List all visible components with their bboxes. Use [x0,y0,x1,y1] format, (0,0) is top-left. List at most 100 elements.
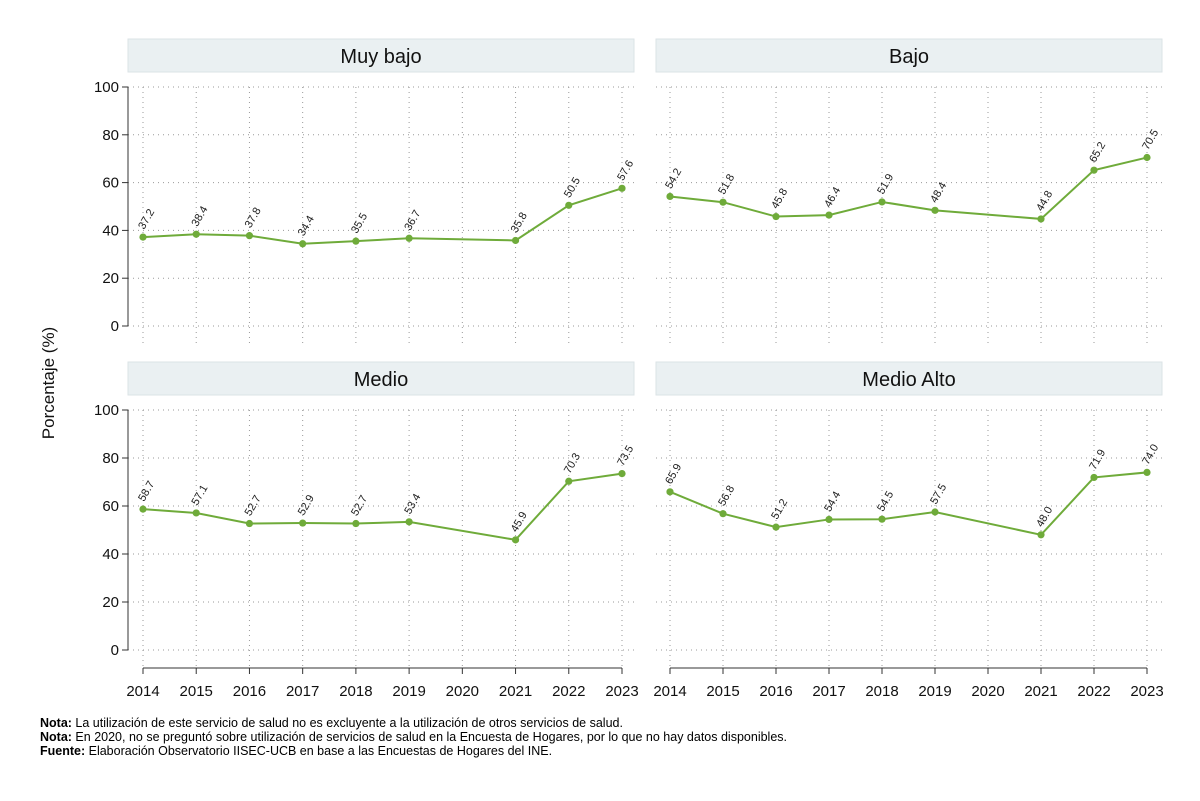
notes-block: Nota: La utilización de este servicio de… [40,716,787,758]
data-point [245,232,254,240]
data-point [192,230,200,238]
data-label: 48.0 [1034,505,1055,530]
data-label: 45.9 [509,510,530,535]
panel-strip-3 [127,361,635,396]
data-label: 71.9 [1087,447,1108,472]
x-tick-label: 2022 [552,683,585,700]
y-tick-label: 60 [102,175,119,192]
data-label: 57.5 [928,482,949,507]
panel-title-1: Muy bajo [340,46,421,68]
data-point [139,505,147,513]
data-point [666,488,674,496]
data-point [352,519,360,528]
x-tick-label: 2020 [971,683,1004,700]
data-label: 34.4 [296,214,317,239]
data-label: 54.2 [663,166,684,191]
x-tick-label: 2020 [446,683,479,700]
data-label: 54.5 [875,489,896,514]
y-tick-label: 20 [102,594,119,611]
data-point [299,240,307,248]
data-point [352,237,360,245]
data-label: 73.5 [615,444,636,469]
data-point [405,234,413,242]
data-point [1090,473,1098,482]
data-point [565,477,573,485]
panel-title-3: Medio [354,369,408,391]
y-tick-label: 20 [102,270,119,287]
y-tick-label: 60 [102,498,119,515]
data-label: 51.2 [769,497,790,522]
x-tick-label: 2015 [706,683,739,700]
data-label: 50.5 [562,175,583,200]
y-tick-label: 0 [111,642,119,659]
panel-title-4: Medio Alto [862,369,955,391]
y-tick-label: 80 [102,450,119,467]
series-line-1 [142,187,623,245]
data-label: 38.4 [189,204,210,229]
data-point [192,509,200,517]
data-point [719,510,727,518]
panel-title-2: Bajo [889,46,929,68]
data-point [719,198,727,206]
data-label: 35.8 [509,210,530,235]
data-point [825,211,833,219]
data-label: 56.8 [716,484,737,509]
x-tick-label: 2016 [233,683,266,700]
x-tick-label: 2014 [126,683,159,700]
x-tick-label: 2019 [392,683,425,700]
data-point [511,536,520,544]
data-label: 52.7 [243,493,264,518]
x-tick-label: 2017 [812,683,845,700]
data-label: 51.9 [875,172,896,197]
data-point [878,515,886,523]
x-tick-label: 2015 [180,683,213,700]
note-line-2: Nota: En 2020, no se preguntó sobre util… [40,730,787,744]
source-line: Fuente: Elaboración Observatorio IISEC-U… [40,744,553,758]
data-point [618,470,626,478]
x-tick-label: 2019 [918,683,951,700]
data-point [299,519,307,527]
y-tick-label: 40 [102,546,119,563]
y-tick-label: 0 [111,318,119,335]
y-axis-title: Porcentaje (%) [39,327,58,439]
data-label: 58.7 [136,479,157,504]
data-point [1143,153,1151,162]
note-line-1: Nota: La utilización de este servicio de… [40,716,623,730]
data-label: 70.5 [1140,127,1161,152]
data-label: 65.9 [663,462,684,487]
data-point [1090,166,1098,174]
data-point [666,192,674,201]
data-label: 57.6 [615,158,636,183]
x-tick-label: 2017 [286,683,319,700]
x-tick-label: 2023 [605,683,638,700]
data-point [565,201,573,209]
data-label: 51.8 [716,172,737,197]
data-label: 37.8 [243,206,264,231]
data-point [772,523,780,531]
y-tick-label: 100 [94,402,119,419]
x-tick-label: 2016 [759,683,792,700]
data-label: 57.1 [189,483,210,508]
x-tick-label: 2022 [1077,683,1110,700]
data-label: 74.0 [1140,442,1161,467]
panel-strip-1 [127,38,635,73]
panel-strip-4 [655,361,1163,396]
data-point [878,198,886,206]
data-point [511,236,520,245]
x-tick-label: 2014 [653,683,686,700]
data-point [618,184,626,192]
y-tick-label: 100 [94,79,119,96]
x-tick-label: 2021 [1024,683,1057,700]
data-point [405,518,413,526]
data-point [931,508,939,516]
y-tick-label: 40 [102,222,119,239]
data-point [772,212,780,221]
data-label: 65.2 [1087,140,1108,165]
faceted-line-chart: Porcentaje (%) Muy bajo 0 20 40 60 80 100 37.2 38… [39,38,1164,700]
data-point [245,519,254,528]
data-point [1143,468,1151,476]
data-label: 70.3 [562,451,583,476]
data-label: 48.4 [928,180,949,205]
data-point [1037,215,1045,223]
data-point [931,206,939,214]
